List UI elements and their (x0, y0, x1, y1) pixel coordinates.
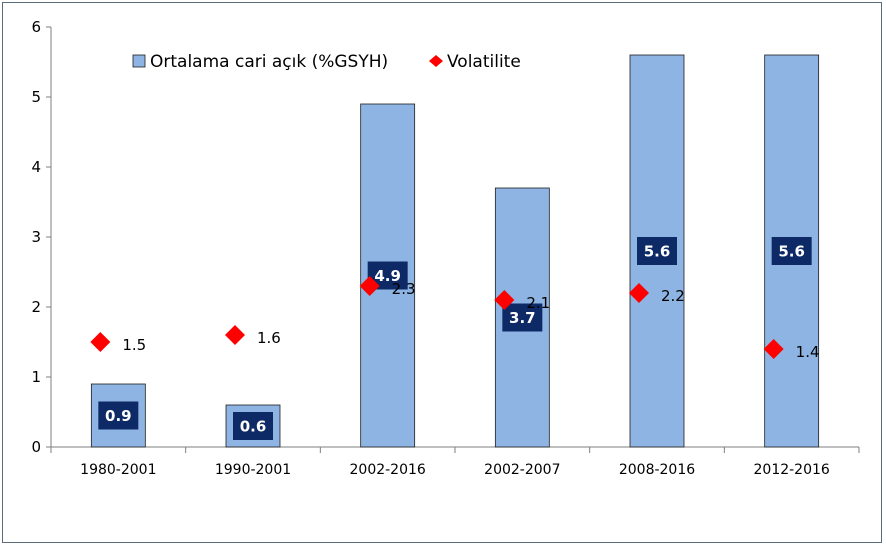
y-tick-label: 6 (31, 18, 41, 36)
volatility-marker (90, 332, 111, 352)
bar-value-label: 0.9 (105, 407, 132, 425)
bar-value-label-box (771, 237, 812, 265)
x-tick-label: 2008-2016 (619, 462, 695, 478)
volatility-value-label: 1.4 (796, 343, 820, 361)
legend-swatch-diamond (429, 55, 443, 67)
bar-value-label-box (233, 412, 273, 440)
bar-series (90, 54, 820, 448)
y-tick-label: 5 (31, 88, 41, 106)
x-tick-label: 2002-2016 (350, 462, 426, 478)
y-tick-label: 2 (31, 298, 41, 316)
legend-label-volatility: Volatilite (447, 52, 521, 72)
volatility-marker (494, 290, 515, 310)
x-tick-label: 1990-2001 (215, 462, 291, 478)
y-axis: 0 1 2 3 4 5 6 (31, 18, 52, 456)
legend: Ortalama cari açık (%GSYH) Volatilite (132, 52, 521, 72)
y-tick-label: 1 (31, 368, 41, 386)
y-tick-label: 3 (31, 228, 41, 246)
bar-value-label: 0.6 (240, 418, 267, 436)
bar-value-label: 5.6 (778, 243, 805, 261)
volatility-value-label: 2.3 (392, 280, 416, 298)
volatility-marker (225, 325, 245, 345)
bar-value-label-box (502, 303, 543, 332)
x-tick-label: 1980-2001 (80, 462, 156, 478)
legend-label-bar: Ortalama cari açık (%GSYH) (150, 52, 388, 72)
volatility-value-label: 1.6 (257, 329, 281, 347)
bar-value-label: 4.9 (374, 267, 401, 285)
volatility-marker (629, 283, 649, 303)
legend-swatch-bar (132, 54, 146, 68)
x-tick-label: 2012-2016 (754, 462, 830, 478)
volatility-value-label: 1.5 (122, 336, 146, 354)
y-tick-label: 0 (31, 438, 41, 456)
bar-value-label: 5.6 (644, 243, 671, 261)
volatility-value-label: 2.2 (661, 287, 685, 305)
bar-value-label-box (637, 237, 677, 265)
x-tick-label: 2002-2007 (484, 462, 560, 478)
chart-svg: 0 1 2 3 4 5 6 1980-2001 1990-2001 2002-2016 2002-… (31, 18, 860, 478)
volatility-series: 1.5 1.6 2.3 2.1 2.2 1.4 (90, 276, 820, 361)
bar-value-label-box (98, 401, 139, 430)
volatility-marker (359, 276, 380, 296)
volatility-marker (763, 339, 784, 359)
y-tick-label: 4 (31, 158, 41, 176)
volatility-value-label: 2.1 (526, 294, 550, 312)
bar-value-labels: 0.9 0.6 4.9 3.7 5.6 5.6 (98, 237, 812, 440)
bar-value-label: 3.7 (509, 309, 536, 327)
x-axis: 1980-2001 1990-2001 2002-2016 2002-2007 2008… (50, 446, 860, 478)
